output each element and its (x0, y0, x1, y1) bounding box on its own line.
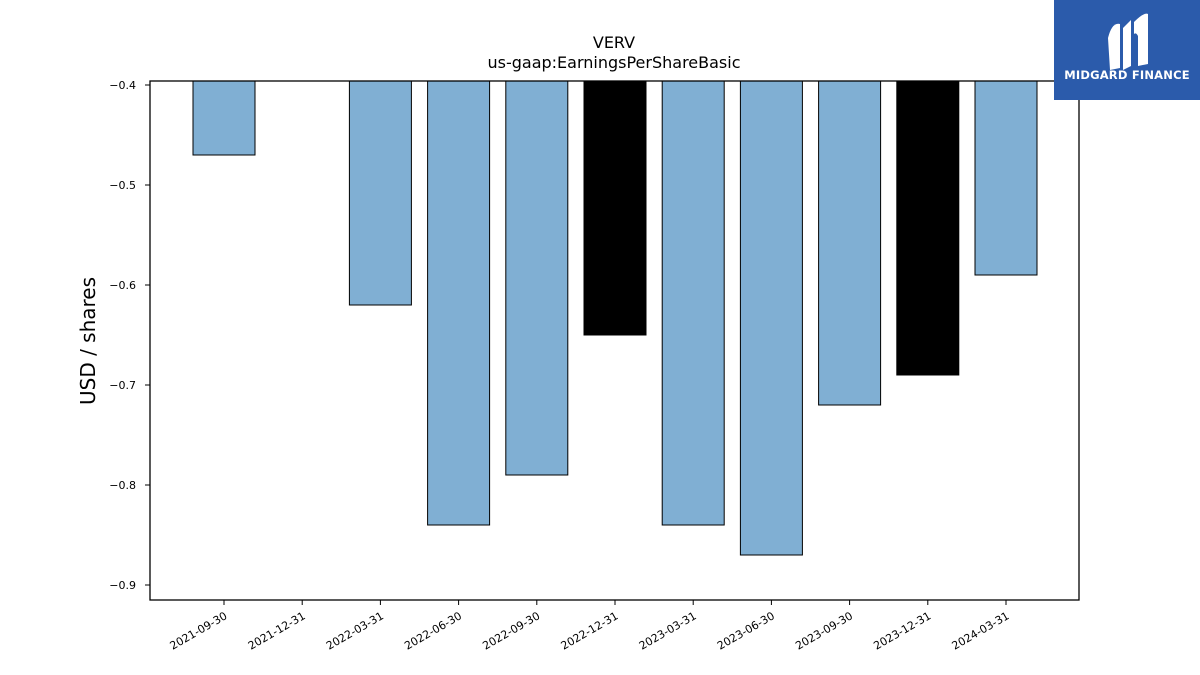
bar-2023-06-30 (739, 80, 803, 556)
x-tick-label: 2021-12-31 (246, 609, 308, 652)
bar-2024-03-31 (974, 80, 1038, 276)
y-tick-label: −0.6 (109, 279, 136, 292)
watermark-logo: MIDGARD FINANCE (1054, 0, 1200, 100)
chart-title: VERV (593, 33, 635, 52)
bars-group (192, 80, 1038, 556)
plot-frame (149, 80, 1080, 601)
x-tick-label: 2022-12-31 (559, 609, 621, 652)
y-tick-label: −0.5 (109, 179, 136, 192)
x-tick-label: 2023-06-30 (715, 609, 777, 652)
x-tick-label: 2021-09-30 (168, 609, 230, 652)
bar-2022-06-30 (427, 80, 491, 526)
bar-2023-03-31 (661, 80, 725, 526)
watermark-text: MIDGARD FINANCE (1064, 68, 1190, 82)
x-axis: 2021-09-30 2021-12-31 2022-03-31 2022-06-30… (168, 600, 1012, 653)
midgard-logo-icon (1108, 13, 1148, 70)
chart-subtitle: us-gaap:EarningsPerShareBasic (487, 53, 740, 72)
y-tick-label: −0.8 (109, 479, 136, 492)
y-tick-label: −0.7 (109, 379, 136, 392)
bar-2022-09-30 (505, 80, 569, 476)
y-axis-label: USD / shares (76, 277, 100, 405)
x-tick-label: 2022-09-30 (480, 609, 542, 652)
bar-2022-12-31 (583, 80, 647, 336)
x-tick-label: 2023-12-31 (871, 609, 933, 652)
bar-2021-09-30 (192, 80, 256, 156)
x-tick-label: 2023-09-30 (793, 609, 855, 652)
x-tick-label: 2023-03-31 (637, 609, 699, 652)
x-tick-label: 2022-06-30 (402, 609, 464, 652)
y-tick-label: −0.4 (109, 79, 136, 92)
y-tick-label: −0.9 (109, 579, 136, 592)
x-tick-label: 2022-03-31 (324, 609, 386, 652)
bar-2023-12-31 (896, 80, 960, 376)
bar-2022-03-31 (348, 80, 412, 306)
bar-2023-09-30 (818, 80, 882, 406)
x-tick-label: 2024-03-31 (950, 609, 1012, 652)
y-axis: −0.4 −0.5 −0.6 −0.7 −0.8 −0.9 (109, 79, 150, 592)
